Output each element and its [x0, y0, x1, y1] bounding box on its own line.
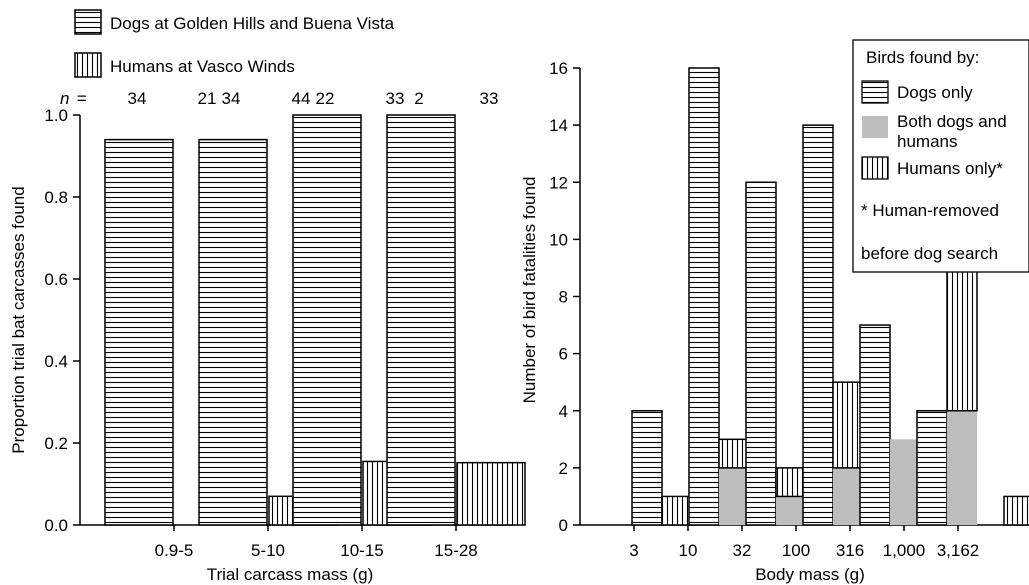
right-y-tick-label: 14 — [549, 116, 568, 135]
left-chart: Dogs at Golden Hills and Buena Vista Hum… — [9, 9, 526, 584]
left-bar-dogs — [104, 138, 174, 526]
right-legend-label-both-line2: humans — [897, 132, 957, 151]
right-x-tick-label: 3,162 — [937, 541, 980, 560]
right-y-tick-label: 6 — [559, 345, 568, 364]
right-chart: 0 2 4 6 8 10 12 14 16 3 10 32 100 316 1,000 3,162 Body… — [520, 39, 1029, 584]
right-bar-humans-only — [1003, 495, 1029, 526]
right-bar-dogs-only — [859, 324, 891, 526]
right-bar-dogs-only — [631, 410, 663, 526]
right-y-tick-label: 2 — [559, 459, 568, 478]
right-x-tick-label: 100 — [782, 541, 810, 560]
left-x-axis-label: Trial carcass mass (g) — [207, 565, 374, 584]
left-x-ticks: 0.9-5 5-10 10-15 15-28 — [155, 525, 478, 560]
n-equals: = — [72, 89, 91, 108]
right-legend-label-dogs: Dogs only — [897, 83, 973, 102]
left-bar-dogs — [386, 114, 456, 526]
right-y-tick-label: 16 — [549, 59, 568, 78]
left-bars — [104, 114, 526, 526]
left-y-tick-label: 0.4 — [44, 352, 68, 371]
right-x-tick-label: 1,000 — [883, 541, 926, 560]
left-n-label: 34 — [128, 89, 147, 108]
left-n-label: 34 — [222, 89, 241, 108]
right-legend-title: Birds found by: — [866, 48, 979, 67]
n-prefix: n — [60, 89, 69, 108]
left-legend: Dogs at Golden Hills and Buena Vista Hum… — [74, 9, 395, 78]
right-bar-dogs-only — [802, 124, 834, 526]
left-n-labels: n = 34 21 34 44 22 33 2 33 — [60, 89, 498, 108]
right-bar-humans-only — [775, 467, 807, 498]
right-x-axis-label: Body mass (g) — [755, 565, 865, 584]
left-y-tick-label: 0.0 — [44, 516, 68, 535]
right-bar-both — [833, 467, 863, 525]
left-n-label: 2 — [414, 89, 423, 108]
left-legend-swatch-humans — [74, 52, 102, 78]
right-bar-both — [890, 439, 920, 525]
right-bar-humans-only — [661, 495, 693, 526]
left-n-label: 44 — [292, 89, 311, 108]
left-legend-swatch-dogs — [74, 9, 102, 35]
left-bar-humans — [456, 461, 526, 526]
left-legend-label-dogs: Dogs at Golden Hills and Buena Vista — [110, 14, 395, 33]
left-x-tick-label: 0.9-5 — [155, 541, 194, 560]
left-y-tick-label: 0.8 — [44, 188, 68, 207]
right-x-tick-label: 3 — [629, 541, 638, 560]
right-x-tick-label: 32 — [733, 541, 752, 560]
right-bar-both — [719, 467, 749, 525]
right-bar-humans-only — [718, 438, 750, 469]
right-y-tick-label: 8 — [559, 288, 568, 307]
left-y-ticks: 0.0 0.2 0.4 0.6 0.8 1.0 — [44, 106, 80, 535]
right-bars — [631, 67, 1029, 526]
left-y-tick-label: 0.6 — [44, 270, 68, 289]
left-n-label: 21 — [198, 89, 217, 108]
left-n-label: 33 — [480, 89, 499, 108]
right-bar-humans-only — [946, 267, 978, 412]
right-x-ticks: 3 10 32 100 316 1,000 3,162 — [629, 525, 979, 560]
right-y-tick-label: 12 — [549, 173, 568, 192]
right-bar-dogs-only — [916, 410, 948, 526]
right-legend-swatch-both — [862, 116, 888, 138]
left-bar-dogs — [198, 138, 268, 526]
right-y-axis-label: Number of bird fatalities found — [520, 177, 539, 404]
right-y-ticks: 0 2 4 6 8 10 12 14 16 — [549, 59, 580, 535]
right-x-tick-label: 316 — [836, 541, 864, 560]
right-bar-dogs-only — [688, 67, 720, 526]
right-legend-box — [852, 39, 1029, 273]
left-y-axis-label: Proportion trial bat carcasses found — [9, 186, 28, 453]
right-y-tick-label: 0 — [559, 516, 568, 535]
left-x-tick-label: 10-15 — [340, 541, 383, 560]
right-legend-note-line1: * Human-removed — [861, 201, 999, 220]
right-y-tick-label: 10 — [549, 230, 568, 249]
right-legend-label-humans: Humans only* — [897, 159, 1003, 178]
left-bar-dogs — [292, 114, 362, 526]
right-x-tick-label: 10 — [679, 541, 698, 560]
left-legend-label-humans: Humans at Vasco Winds — [110, 57, 295, 76]
right-bar-both — [947, 410, 977, 525]
right-legend: Birds found by: Dogs only Both dogs and … — [852, 39, 1029, 273]
right-legend-note-line2: before dog search — [861, 244, 998, 263]
right-y-tick-label: 4 — [559, 402, 568, 421]
right-bar-dogs-only — [745, 181, 777, 526]
left-n-label: 22 — [316, 89, 335, 108]
left-y-tick-label: 1.0 — [44, 106, 68, 125]
left-x-tick-label: 15-28 — [434, 541, 477, 560]
right-legend-label-both-line1: Both dogs and — [897, 112, 1007, 131]
right-bar-both — [776, 496, 806, 525]
left-n-label: 33 — [386, 89, 405, 108]
right-legend-swatch-dogs — [861, 80, 889, 104]
left-y-tick-label: 0.2 — [44, 434, 68, 453]
left-x-tick-label: 5-10 — [251, 541, 285, 560]
right-legend-swatch-humans — [861, 156, 889, 180]
right-bar-humans-only — [832, 381, 864, 469]
